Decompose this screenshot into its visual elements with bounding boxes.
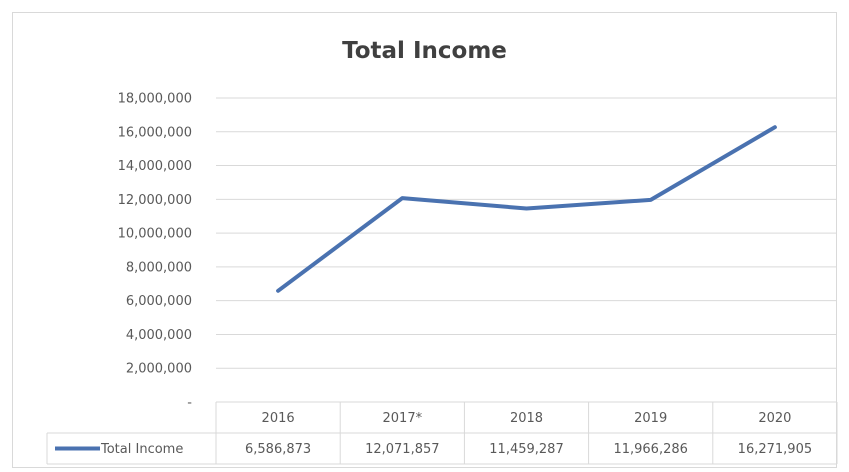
y-tick-label: 12,000,000 bbox=[118, 193, 192, 208]
x-tick-label: 2017* bbox=[383, 411, 423, 426]
data-point bbox=[773, 125, 777, 129]
data-table-value: 11,459,287 bbox=[489, 442, 563, 457]
data-point bbox=[400, 196, 404, 200]
data-point bbox=[525, 206, 529, 210]
x-tick-label: 2020 bbox=[758, 411, 791, 426]
y-tick-label: 8,000,000 bbox=[126, 260, 192, 275]
y-tick-label: 2,000,000 bbox=[126, 362, 192, 377]
y-tick-label: 14,000,000 bbox=[118, 159, 192, 174]
data-table-value: 12,071,857 bbox=[365, 442, 439, 457]
y-tick-label: - bbox=[187, 396, 192, 411]
data-table-value: 11,966,286 bbox=[613, 442, 687, 457]
y-tick-label: 6,000,000 bbox=[126, 294, 192, 309]
y-tick-label: 16,000,000 bbox=[118, 125, 192, 140]
x-tick-label: 2019 bbox=[634, 411, 667, 426]
data-table-value: 16,271,905 bbox=[738, 442, 812, 457]
x-tick-label: 2018 bbox=[510, 411, 543, 426]
legend-label: Total Income bbox=[100, 442, 183, 457]
x-tick-label: 2016 bbox=[262, 411, 295, 426]
series-line-total-income bbox=[276, 125, 777, 293]
chart-frame bbox=[12, 12, 837, 468]
data-table-value: 6,586,873 bbox=[245, 442, 311, 457]
y-tick-label: 10,000,000 bbox=[118, 227, 192, 242]
chart-title: Total Income bbox=[342, 38, 507, 64]
data-point bbox=[649, 198, 653, 202]
y-tick-label: 18,000,000 bbox=[118, 92, 192, 107]
y-tick-label: 4,000,000 bbox=[126, 328, 192, 343]
data-point bbox=[276, 289, 280, 293]
